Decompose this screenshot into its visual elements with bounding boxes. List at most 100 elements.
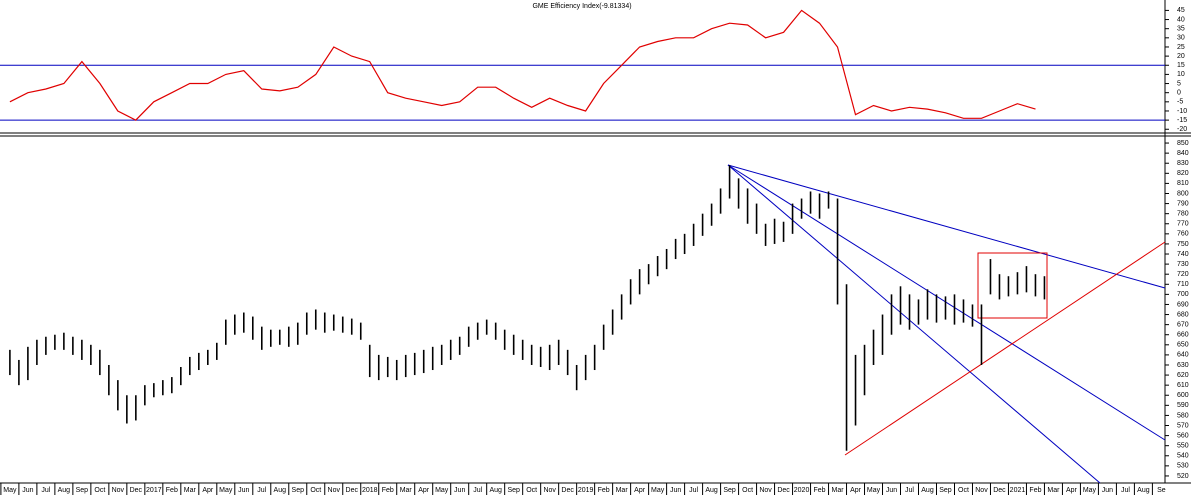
- x-tick-label: 2018: [362, 487, 378, 494]
- y-tick-label: 750: [1177, 241, 1189, 248]
- x-tick-label: Jul: [1121, 487, 1130, 494]
- x-tick-label: Mar: [184, 487, 197, 494]
- y-tick-label: 540: [1177, 453, 1189, 460]
- y-tick-label: 520: [1177, 473, 1189, 480]
- trendline: [727, 164, 1166, 289]
- x-tick-label: Oct: [94, 487, 105, 494]
- y-tick-label: 35: [1177, 26, 1185, 33]
- x-tick-label: Mar: [832, 487, 845, 494]
- x-tick-label: Oct: [310, 487, 321, 494]
- y-tick-label: 580: [1177, 412, 1189, 419]
- y-tick-label: 5: [1177, 80, 1181, 87]
- x-tick-label: Jul: [905, 487, 914, 494]
- x-tick-label: Mar: [1047, 487, 1060, 494]
- x-tick-label: Feb: [1029, 487, 1041, 494]
- y-tick-label: -20: [1177, 126, 1187, 133]
- x-tick-label: Jun: [1102, 487, 1113, 494]
- x-tick-label: Feb: [166, 487, 178, 494]
- y-tick-label: 30: [1177, 35, 1185, 42]
- y-tick-label: 640: [1177, 352, 1189, 359]
- x-tick-label: Jun: [670, 487, 681, 494]
- y-tick-label: 630: [1177, 362, 1189, 369]
- x-tick-label: Feb: [814, 487, 826, 494]
- y-tick-label: 590: [1177, 402, 1189, 409]
- y-tick-label: 45: [1177, 7, 1185, 14]
- y-tick-label: 20: [1177, 53, 1185, 60]
- x-tick-label: Sep: [939, 487, 952, 494]
- y-tick-label: 740: [1177, 251, 1189, 258]
- x-tick-label: Apr: [634, 487, 646, 494]
- x-tick-label: Sep: [76, 487, 89, 494]
- x-tick-label: Oct: [958, 487, 969, 494]
- x-tick-label: Oct: [742, 487, 753, 494]
- x-tick-label: Apr: [202, 487, 214, 494]
- x-tick-label: Aug: [489, 487, 502, 494]
- x-tick-label: Mar: [400, 487, 413, 494]
- y-tick-label: 830: [1177, 160, 1189, 167]
- x-tick-label: Dec: [777, 487, 790, 494]
- x-tick-label: Aug: [921, 487, 934, 494]
- trendline: [727, 164, 1101, 484]
- x-tick-label: Apr: [850, 487, 862, 494]
- x-tick-label: Aug: [274, 487, 287, 494]
- highlight-box: [977, 252, 1048, 319]
- x-tick-label: Jul: [689, 487, 698, 494]
- x-tick-label: Apr: [418, 487, 430, 494]
- x-tick-label: May: [219, 487, 233, 494]
- y-tick-label: 850: [1177, 140, 1189, 147]
- y-tick-label: 790: [1177, 200, 1189, 207]
- x-tick-label: May: [651, 487, 665, 494]
- x-tick-label: Jun: [238, 487, 249, 494]
- x-tick-label: Nov: [543, 487, 556, 494]
- y-tick-label: 770: [1177, 221, 1189, 228]
- y-tick-label: 15: [1177, 62, 1185, 69]
- trendline: [844, 241, 1166, 456]
- x-tick-label: Nov: [759, 487, 772, 494]
- x-tick-label: May: [1083, 487, 1097, 494]
- chart-title: GME Efficiency Index(-9.81334): [532, 3, 631, 10]
- y-tick-label: 0: [1177, 90, 1181, 97]
- y-tick-label: 670: [1177, 321, 1189, 328]
- y-tick-label: -10: [1177, 108, 1187, 115]
- y-tick-label: 530: [1177, 463, 1189, 470]
- x-tick-label: Se: [1157, 487, 1166, 494]
- x-tick-label: May: [3, 487, 17, 494]
- y-tick-label: 660: [1177, 332, 1189, 339]
- x-tick-label: 2020: [794, 487, 810, 494]
- x-tick-label: 2017: [146, 487, 162, 494]
- y-tick-label: 10: [1177, 71, 1185, 78]
- x-tick-label: Sep: [292, 487, 305, 494]
- y-tick-label: -15: [1177, 117, 1187, 124]
- x-tick-label: Mar: [616, 487, 629, 494]
- y-tick-label: 700: [1177, 291, 1189, 298]
- y-tick-label: 550: [1177, 443, 1189, 450]
- x-tick-label: Sep: [507, 487, 520, 494]
- x-tick-label: Jul: [257, 487, 266, 494]
- x-tick-label: Feb: [598, 487, 610, 494]
- y-tick-label: 710: [1177, 281, 1189, 288]
- y-tick-label: 570: [1177, 422, 1189, 429]
- x-tick-label: Jun: [22, 487, 33, 494]
- y-tick-label: 840: [1177, 150, 1189, 157]
- y-tick-label: 610: [1177, 382, 1189, 389]
- y-tick-label: 40: [1177, 16, 1185, 23]
- y-tick-label: 800: [1177, 190, 1189, 197]
- x-tick-label: Jun: [454, 487, 465, 494]
- x-tick-label: Aug: [1137, 487, 1150, 494]
- x-tick-label: Oct: [526, 487, 537, 494]
- x-tick-label: Jul: [41, 487, 50, 494]
- y-tick-label: 25: [1177, 44, 1185, 51]
- y-tick-label: 650: [1177, 342, 1189, 349]
- x-tick-label: Dec: [130, 487, 143, 494]
- x-tick-label: 2021: [1010, 487, 1026, 494]
- y-tick-label: 560: [1177, 432, 1189, 439]
- x-tick-label: May: [867, 487, 881, 494]
- x-tick-label: Dec: [346, 487, 359, 494]
- y-tick-label: 760: [1177, 231, 1189, 238]
- y-tick-label: 810: [1177, 180, 1189, 187]
- y-tick-label: -5: [1177, 99, 1183, 106]
- x-tick-label: Dec: [993, 487, 1006, 494]
- indicator-line: [9, 9, 1036, 121]
